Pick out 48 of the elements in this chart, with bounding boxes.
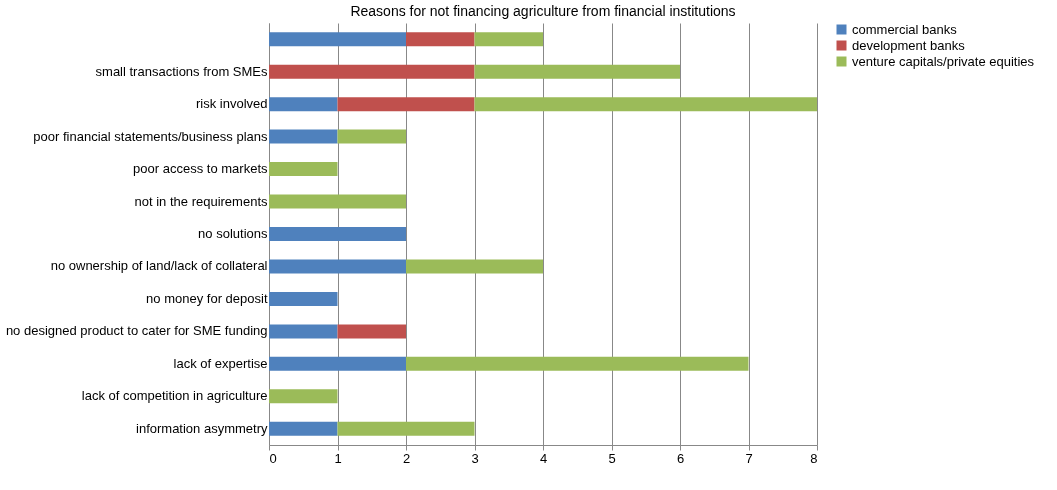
bar bbox=[337, 129, 406, 144]
x-tick-label: 7 bbox=[745, 450, 753, 466]
y-tick-label: poor financial statements/business plans bbox=[33, 128, 268, 144]
bar bbox=[474, 32, 543, 47]
y-tick-label: information asymmetry bbox=[136, 420, 268, 436]
bar bbox=[269, 97, 338, 112]
bar bbox=[269, 64, 475, 79]
x-tick-label: 2 bbox=[402, 450, 411, 466]
bar bbox=[269, 291, 338, 306]
bar bbox=[269, 194, 406, 209]
bar bbox=[269, 32, 406, 47]
x-tick-label: 6 bbox=[676, 450, 685, 466]
bar bbox=[269, 259, 406, 274]
y-tick-label: small transactions from SMEs bbox=[95, 63, 268, 79]
legend-label: development banks bbox=[852, 37, 966, 53]
chart-title: Reasons for not financing agriculture from financial institutions bbox=[350, 3, 736, 19]
x-tick-label: 5 bbox=[608, 450, 616, 466]
x-tick-label: 3 bbox=[471, 450, 479, 466]
bar bbox=[269, 356, 406, 371]
bar bbox=[269, 129, 338, 144]
y-tick-label: no money for deposit bbox=[146, 290, 268, 306]
bar bbox=[474, 64, 680, 79]
bar bbox=[406, 32, 475, 47]
bar bbox=[406, 259, 543, 274]
legend-label: commercial banks bbox=[852, 21, 958, 37]
bar bbox=[269, 227, 406, 241]
bar bbox=[269, 324, 338, 339]
bar bbox=[269, 389, 338, 404]
bar bbox=[269, 162, 338, 177]
bar bbox=[337, 97, 475, 112]
y-tick-label: no ownership of land/lack of collateral bbox=[50, 258, 268, 274]
legend-label: venture capitals/private equities bbox=[852, 53, 1035, 69]
y-tick-label: lack of expertise bbox=[173, 355, 268, 371]
y-tick-label: no designed product to cater for SME funding bbox=[5, 323, 268, 339]
bar bbox=[269, 421, 338, 436]
bar bbox=[337, 324, 406, 339]
y-tick-label: poor access to markets bbox=[133, 161, 268, 177]
x-tick-label: 4 bbox=[539, 450, 548, 466]
y-tick-label: no solutions bbox=[198, 226, 268, 241]
x-tick-label: 1 bbox=[334, 450, 342, 466]
x-tick-label: 0 bbox=[269, 450, 277, 466]
y-tick-label: lack of competition in agriculture bbox=[81, 388, 268, 404]
x-tick-label: 8 bbox=[810, 450, 818, 466]
bar bbox=[337, 421, 475, 436]
bar bbox=[474, 97, 817, 112]
y-tick-label: risk involved bbox=[195, 96, 268, 112]
bar bbox=[406, 356, 749, 371]
y-tick-label: not in the requirements bbox=[134, 193, 268, 209]
